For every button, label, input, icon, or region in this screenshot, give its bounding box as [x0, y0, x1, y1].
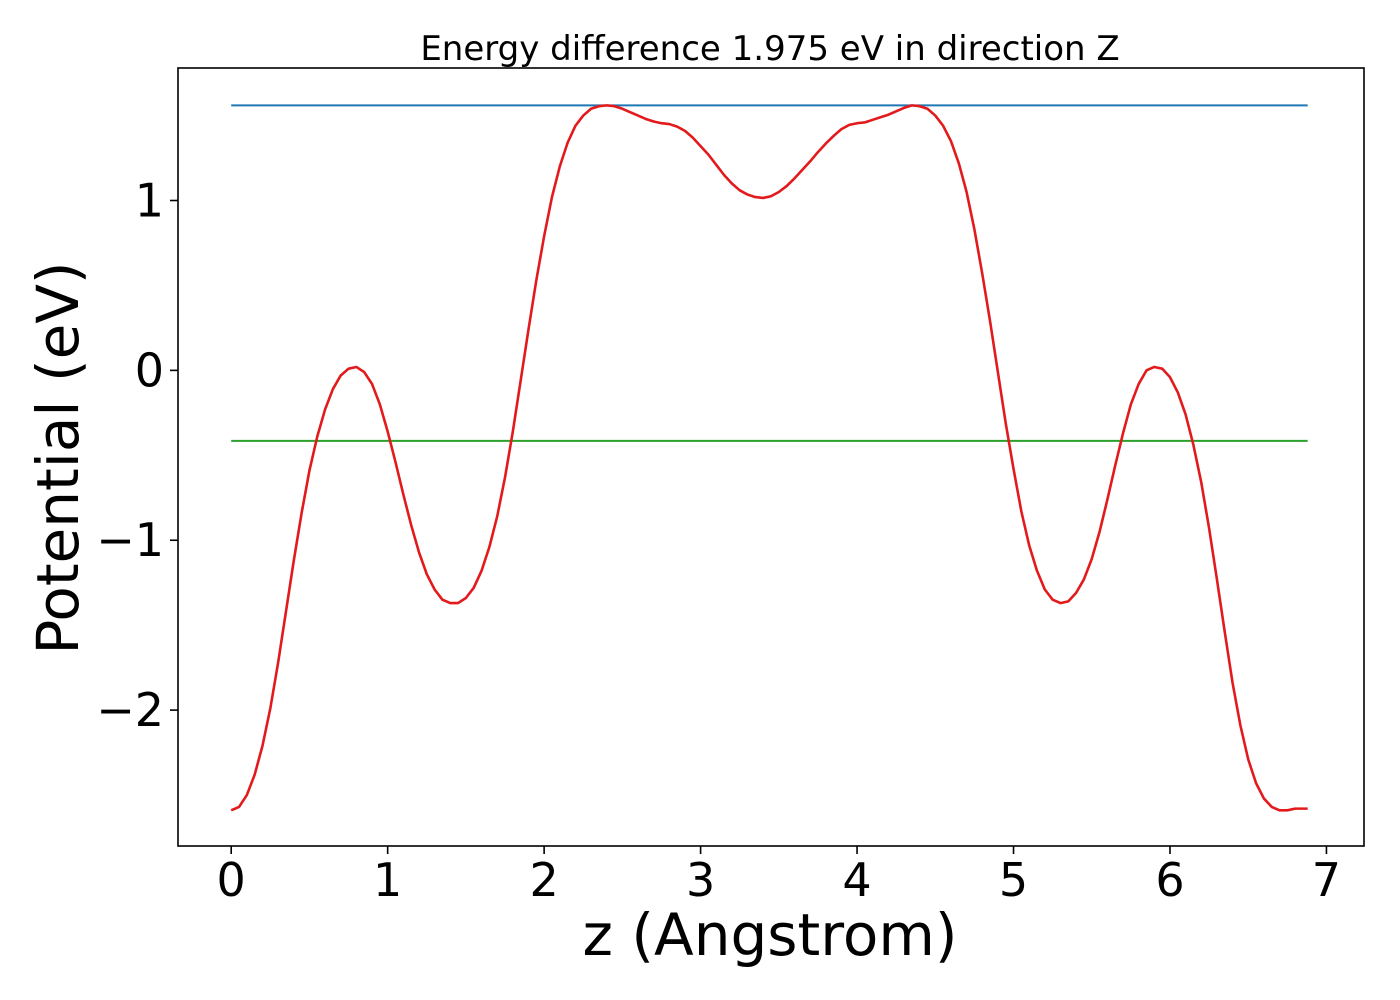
- x-tick-label: 2: [529, 853, 558, 907]
- chart-title: Energy difference 1.975 eV in direction …: [420, 29, 1119, 69]
- x-tick-label: 6: [1155, 853, 1184, 907]
- x-tick-label: 0: [217, 853, 246, 907]
- y-tick-label: 0: [135, 343, 164, 397]
- x-tick-label: 7: [1312, 853, 1341, 907]
- y-tick-label: −2: [96, 683, 164, 737]
- y-axis-ticks: 1 0 −1 −2: [96, 173, 178, 737]
- series-layer: [230, 104, 1308, 812]
- y-tick-label: 1: [135, 173, 164, 227]
- x-axis-label: z (Angstrom): [583, 901, 958, 969]
- x-tick-label: 1: [373, 853, 402, 907]
- y-tick-label: −1: [96, 513, 164, 567]
- plot-frame: [177, 67, 1365, 847]
- y-axis-label: Potential (eV): [24, 261, 92, 654]
- x-tick-label: 3: [686, 853, 715, 907]
- x-tick-label: 4: [842, 853, 871, 907]
- x-axis-ticks: 0 1 2 3 4 5 6 7: [217, 846, 1341, 907]
- x-tick-label: 5: [999, 853, 1028, 907]
- reference-lines: [231, 104, 1308, 442]
- series-line-1: [230, 104, 1308, 812]
